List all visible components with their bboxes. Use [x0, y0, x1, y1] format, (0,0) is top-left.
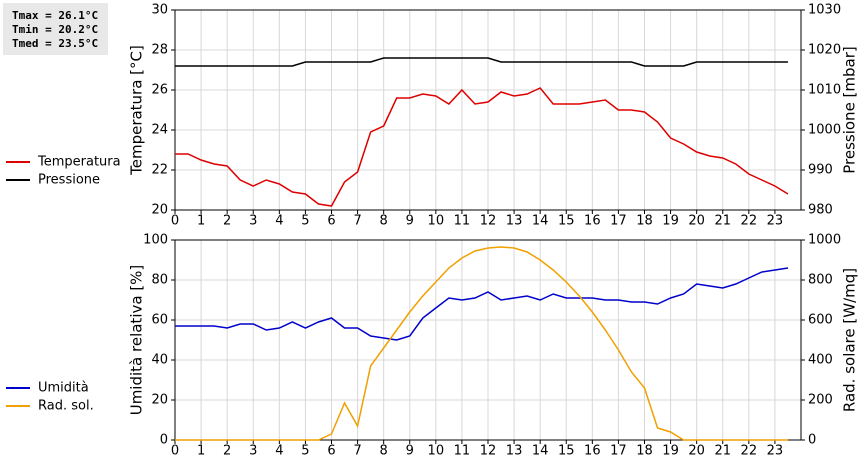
x-tick-label: 14: [532, 214, 549, 229]
y-tick-label: 28: [151, 43, 168, 58]
y2-tick-label: 1000: [808, 123, 841, 138]
x-tick-label: 15: [558, 444, 575, 459]
y2-tick-label: 1020: [808, 43, 841, 58]
y-tick-label: 20: [151, 203, 168, 218]
stats-text: Tmin = 20.2°C: [12, 23, 98, 36]
y2-tick-label: 980: [808, 203, 833, 218]
x-tick-label: 23: [767, 444, 784, 459]
x-tick-label: 2: [223, 444, 231, 459]
x-tick-label: 8: [380, 444, 388, 459]
x-tick-label: 18: [636, 444, 653, 459]
stats-box: [3, 3, 108, 55]
legend-label: Temperatura: [37, 155, 121, 170]
x-tick-label: 16: [584, 214, 601, 229]
legend-label: Pressione: [38, 173, 100, 188]
x-tick-label: 0: [171, 444, 179, 459]
x-tick-label: 0: [171, 214, 179, 229]
y-axis-label: Temperatura [°C]: [128, 45, 146, 176]
y-tick-label: 22: [151, 163, 168, 178]
x-tick-label: 12: [480, 444, 497, 459]
series-line: [175, 246, 788, 441]
y-tick-label: 60: [151, 313, 168, 328]
x-tick-label: 9: [406, 444, 414, 459]
x-tick-label: 3: [249, 444, 257, 459]
series-line: [175, 87, 789, 207]
x-tick-label: 19: [662, 444, 679, 459]
series-line: [175, 267, 789, 341]
x-tick-label: 4: [275, 214, 283, 229]
x-tick-label: 21: [714, 444, 731, 459]
y-tick-label: 100: [143, 233, 168, 248]
y-tick-label: 0: [160, 433, 168, 448]
y2-tick-label: 0: [808, 433, 816, 448]
x-tick-label: 22: [741, 444, 758, 459]
x-tick-label: 20: [688, 214, 705, 229]
y2-axis-label: Pressione [mbar]: [841, 46, 859, 174]
y2-axis-label: Rad. solare [W/mq]: [841, 268, 859, 412]
x-tick-label: 10: [428, 214, 445, 229]
x-tick-label: 14: [532, 444, 549, 459]
y2-tick-label: 600: [808, 313, 833, 328]
x-tick-label: 11: [454, 214, 471, 229]
y2-tick-label: 1010: [808, 83, 841, 98]
x-tick-label: 1: [197, 444, 205, 459]
x-tick-label: 7: [353, 214, 361, 229]
x-tick-label: 22: [741, 214, 758, 229]
x-tick-label: 21: [714, 214, 731, 229]
y-tick-label: 26: [151, 83, 168, 98]
y2-tick-label: 1000: [808, 233, 841, 248]
y-axis-label: Umidità relativa [%]: [128, 265, 146, 416]
y-tick-label: 40: [151, 353, 168, 368]
x-tick-label: 23: [767, 214, 784, 229]
x-tick-label: 15: [558, 214, 575, 229]
x-tick-label: 7: [353, 444, 361, 459]
x-tick-label: 17: [610, 214, 627, 229]
x-tick-label: 2: [223, 214, 231, 229]
stats-text: Tmax = 26.1°C: [12, 9, 98, 22]
x-tick-label: 9: [406, 214, 414, 229]
y2-tick-label: 990: [808, 163, 833, 178]
x-tick-label: 19: [662, 214, 679, 229]
x-tick-label: 13: [506, 444, 523, 459]
plot-frame: [174, 9, 802, 211]
stats-text: Tmed = 23.5°C: [12, 37, 98, 50]
x-tick-label: 10: [428, 444, 445, 459]
x-tick-label: 18: [636, 214, 653, 229]
plot-frame: [174, 239, 802, 441]
y2-tick-label: 1030: [808, 3, 841, 18]
x-tick-label: 17: [610, 444, 627, 459]
x-tick-label: 3: [249, 214, 257, 229]
x-tick-label: 4: [275, 444, 283, 459]
x-tick-label: 1: [197, 214, 205, 229]
x-tick-label: 5: [301, 214, 309, 229]
legend-label: Umidità: [38, 381, 89, 396]
x-tick-label: 8: [380, 214, 388, 229]
x-tick-label: 6: [327, 214, 335, 229]
x-tick-label: 13: [506, 214, 523, 229]
x-tick-label: 11: [454, 444, 471, 459]
y2-tick-label: 400: [808, 353, 833, 368]
x-tick-label: 5: [301, 444, 309, 459]
x-tick-label: 20: [688, 444, 705, 459]
x-tick-label: 6: [327, 444, 335, 459]
y-tick-label: 80: [151, 273, 168, 288]
y2-tick-label: 200: [808, 393, 833, 408]
y2-tick-label: 800: [808, 273, 833, 288]
legend-label: Rad. sol.: [38, 399, 94, 414]
y-tick-label: 20: [151, 393, 168, 408]
y-tick-label: 30: [151, 3, 168, 18]
x-tick-label: 12: [480, 214, 497, 229]
series-line: [175, 57, 788, 67]
x-tick-label: 16: [584, 444, 601, 459]
y-tick-label: 24: [151, 123, 168, 138]
